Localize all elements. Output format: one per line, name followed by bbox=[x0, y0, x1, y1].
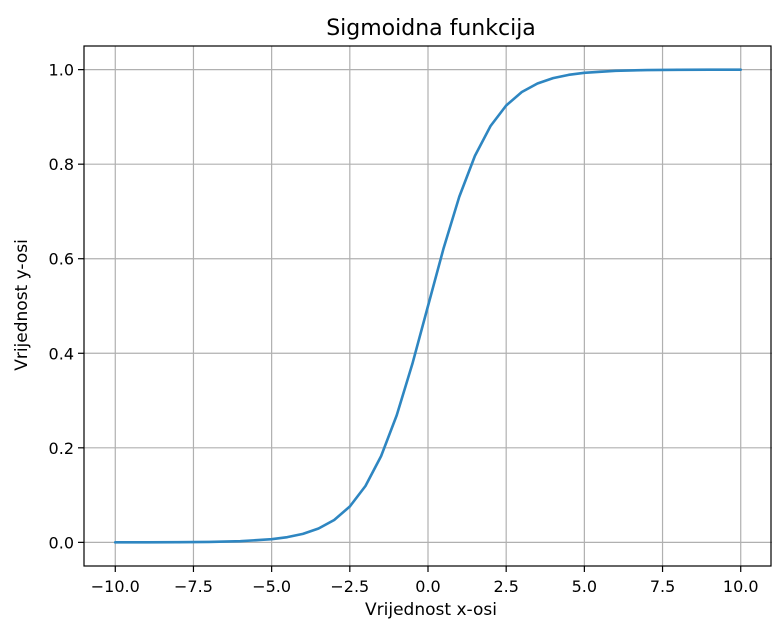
x-tick-label: −2.5 bbox=[330, 577, 369, 596]
y-axis-label: Vrijednost y-osi bbox=[12, 239, 32, 371]
x-tick-label: 7.5 bbox=[650, 577, 675, 596]
y-tick-label: 1.0 bbox=[49, 61, 74, 80]
x-tick-label: −10.0 bbox=[91, 577, 140, 596]
x-tick-label: −5.0 bbox=[252, 577, 291, 596]
y-axis: 0.0 0.2 0.4 0.6 0.8 1.0 bbox=[49, 61, 84, 552]
x-tick-label: 0.0 bbox=[415, 577, 440, 596]
chart-title: Sigmoidna funkcija bbox=[326, 16, 536, 41]
sigmoid-line bbox=[113, 68, 743, 544]
x-tick-label: 10.0 bbox=[723, 577, 759, 596]
x-axis: −10.0 −7.5 −5.0 −2.5 0.0 2.5 5.0 7.5 10.0 bbox=[91, 566, 759, 596]
x-tick-label: 2.5 bbox=[493, 577, 518, 596]
y-tick-label: 0.4 bbox=[49, 344, 74, 363]
y-tick-label: 0.6 bbox=[49, 250, 74, 269]
y-tick-label: 0.0 bbox=[49, 533, 74, 552]
x-axis-label: Vrijednost x-osi bbox=[365, 600, 497, 620]
x-tick-label: −7.5 bbox=[174, 577, 213, 596]
y-tick-label: 0.8 bbox=[49, 155, 74, 174]
y-tick-label: 0.2 bbox=[49, 439, 74, 458]
x-tick-label: 5.0 bbox=[572, 577, 597, 596]
plot-area bbox=[113, 68, 743, 544]
